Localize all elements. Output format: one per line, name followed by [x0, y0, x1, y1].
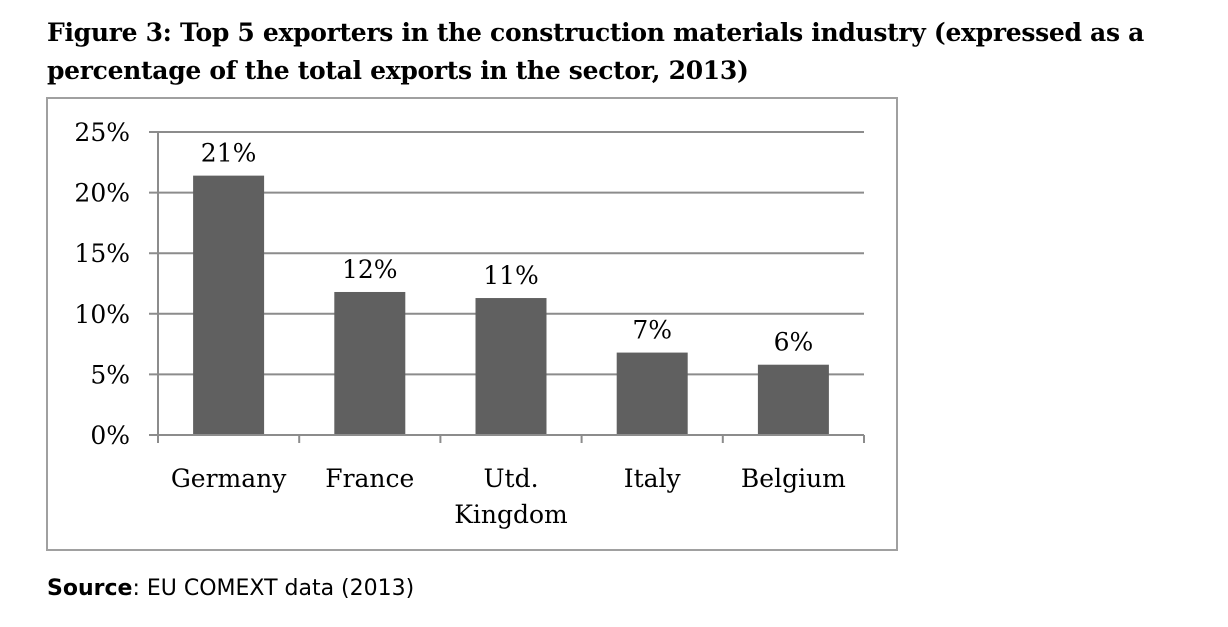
y-tick-label: 20%: [74, 179, 130, 208]
y-tick-label: 15%: [74, 239, 130, 268]
bar: [475, 298, 547, 435]
data-label: 12%: [342, 255, 398, 284]
x-tick-label: Belgium: [741, 464, 846, 493]
chart-title: Figure 3: Top 5 exporters in the constru…: [47, 18, 1145, 85]
y-tick-label: 5%: [90, 360, 130, 389]
y-tick-label: 0%: [90, 421, 130, 450]
source-label: Source: [47, 576, 133, 601]
chart-frame: [46, 97, 898, 551]
data-label: 11%: [483, 261, 539, 290]
source-text: : EU COMEXT data (2013): [132, 576, 415, 601]
bar: [193, 175, 265, 435]
data-label: 7%: [632, 316, 672, 345]
data-label: 21%: [201, 139, 257, 168]
y-tick-label: 25%: [74, 118, 130, 147]
x-tick-label: Germany: [171, 464, 287, 493]
x-tick-label: Kingdom: [454, 500, 568, 529]
x-tick-label: France: [325, 464, 414, 493]
x-tick-label: Utd.: [483, 464, 538, 493]
y-tick-label: 10%: [74, 300, 130, 329]
bar: [334, 291, 406, 435]
data-label: 6%: [774, 328, 814, 357]
bar: [616, 352, 688, 435]
bar: [757, 364, 829, 435]
source-note: Source: EU COMEXT data (2013): [47, 576, 414, 601]
x-tick-label: Italy: [624, 464, 682, 493]
